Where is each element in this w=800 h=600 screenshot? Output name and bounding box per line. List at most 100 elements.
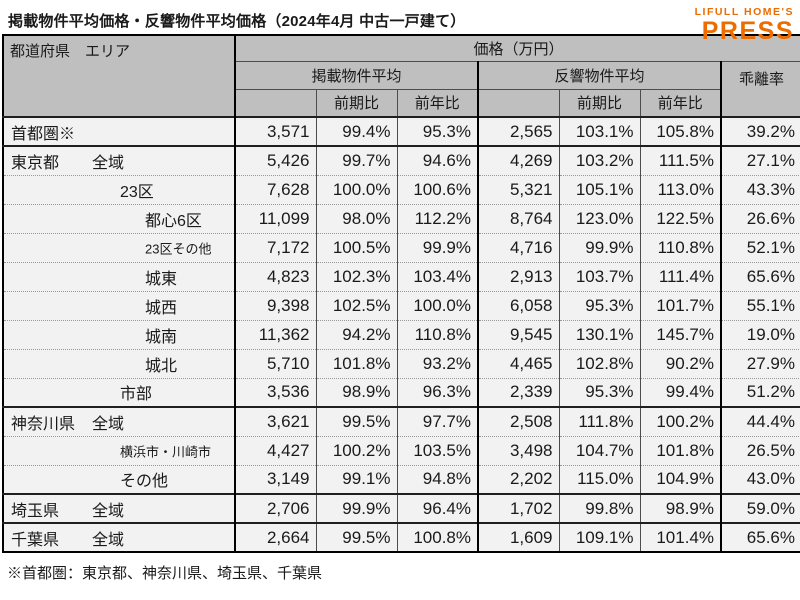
cell-listed-prev-period: 94.2%: [315, 319, 398, 349]
row-label-area: 全域: [92, 415, 125, 433]
row-label-area: 23区その他: [145, 241, 212, 256]
row-label-area: 全域: [92, 502, 125, 520]
cell-listed-price: 3,621: [234, 406, 317, 436]
cell-inquiry-price: 2,202: [477, 464, 560, 494]
cell-listed-prev-period: 99.7%: [315, 145, 398, 175]
cell-inquiry-prev-year: 111.5%: [639, 145, 722, 175]
row-label-area: その他: [120, 473, 169, 491]
cell-inquiry-prev-year: 110.8%: [639, 232, 722, 262]
cell-inquiry-prev-year: 100.2%: [639, 406, 722, 436]
cell-divergence-rate: 59.0%: [720, 493, 800, 523]
lifull-homes-press-logo: LIFULL HOME'S PRESS: [695, 7, 796, 44]
cell-inquiry-prev-period: 103.2%: [558, 145, 641, 175]
row-label: 埼玉県 全域: [2, 493, 236, 523]
cell-inquiry-price: 9,545: [477, 319, 560, 349]
cell-inquiry-prev-year: 101.8%: [639, 435, 722, 465]
cell-divergence-rate: 27.9%: [720, 348, 800, 378]
page-title: 掲載物件平均価格・反響物件平均価格（2024年4月 中古一戸建て）: [8, 13, 466, 30]
table-row: 23区 7,628 100.0% 100.6% 5,321 105.1% 113.0% 43.…: [2, 174, 800, 204]
cell-inquiry-price: 4,465: [477, 348, 560, 378]
row-label: 神奈川県 全域: [2, 406, 236, 436]
cell-inquiry-prev-year: 145.7%: [639, 319, 722, 349]
row-label: 市部: [2, 377, 236, 407]
cell-listed-prev-year: 110.8%: [396, 319, 479, 349]
cell-divergence-rate: 43.3%: [720, 174, 800, 204]
table-row: 神奈川県 全域 3,621 99.5% 97.7% 2,508 111.8% 100.2% 44…: [2, 406, 800, 436]
cell-divergence-rate: 55.1%: [720, 290, 800, 320]
cell-inquiry-price: 1,609: [477, 522, 560, 552]
cell-inquiry-price: 2,913: [477, 261, 560, 291]
cell-inquiry-prev-year: 90.2%: [639, 348, 722, 378]
cell-inquiry-prev-period: 95.3%: [558, 290, 641, 320]
cell-divergence-rate: 39.2%: [720, 116, 800, 146]
table-row: 城西 9,398 102.5% 100.0% 6,058 95.3% 101.7% 55.1%: [2, 290, 800, 320]
cell-listed-prev-period: 100.5%: [315, 232, 398, 262]
cell-inquiry-prev-period: 115.0%: [558, 464, 641, 494]
top-bar: 掲載物件平均価格・反響物件平均価格（2024年4月 中古一戸建て） LIFULL…: [0, 0, 800, 43]
cell-inquiry-prev-year: 99.4%: [639, 377, 722, 407]
row-label-area: 全域: [92, 154, 125, 172]
price-comparison-table: 都道府県 エリア 価格（万円） 掲載物件平均 反響物件平均 乖離率 前期比 前年…: [2, 34, 800, 553]
cell-listed-prev-year: 112.2%: [396, 203, 479, 233]
cell-listed-prev-period: 102.3%: [315, 261, 398, 291]
cell-divergence-rate: 27.1%: [720, 145, 800, 175]
table-row: 都心6区 11,099 98.0% 112.2% 8,764 123.0% 122.5% 26…: [2, 203, 800, 233]
cell-inquiry-prev-period: 99.8%: [558, 493, 641, 523]
cell-inquiry-prev-period: 95.3%: [558, 377, 641, 407]
row-label: 23区: [2, 174, 236, 204]
cell-inquiry-prev-period: 130.1%: [558, 319, 641, 349]
logo-text-press: PRESS: [701, 16, 794, 45]
cell-listed-prev-year: 94.6%: [396, 145, 479, 175]
cell-listed-price: 7,172: [234, 232, 317, 262]
row-label: 東京都 全域: [2, 145, 236, 175]
row-label: 横浜市・川崎市: [2, 435, 236, 465]
column-header-inquiry-prev-period: 前期比: [558, 88, 641, 118]
cell-inquiry-prev-period: 104.7%: [558, 435, 641, 465]
cell-inquiry-prev-year: 105.8%: [639, 116, 722, 146]
cell-listed-prev-year: 100.0%: [396, 290, 479, 320]
table-row: 城南 11,362 94.2% 110.8% 9,545 130.1% 145.7% 19.0…: [2, 319, 800, 349]
cell-divergence-rate: 26.6%: [720, 203, 800, 233]
cell-inquiry-price: 2,508: [477, 406, 560, 436]
cell-inquiry-price: 1,702: [477, 493, 560, 523]
cell-listed-prev-year: 99.9%: [396, 232, 479, 262]
cell-listed-prev-period: 99.4%: [315, 116, 398, 146]
column-header-listed-prev-period: 前期比: [315, 88, 398, 118]
column-header-listed-price-blank: [234, 89, 317, 118]
cell-listed-prev-year: 100.6%: [396, 174, 479, 204]
cell-inquiry-prev-period: 99.9%: [558, 232, 641, 262]
row-label: その他: [2, 464, 236, 494]
column-header-prefecture-area: 都道府県 エリア: [2, 34, 236, 118]
cell-divergence-rate: 52.1%: [720, 232, 800, 262]
cell-inquiry-price: 3,498: [477, 435, 560, 465]
cell-divergence-rate: 19.0%: [720, 319, 800, 349]
cell-listed-prev-year: 100.8%: [396, 522, 479, 552]
cell-divergence-rate: 51.2%: [720, 377, 800, 407]
cell-inquiry-prev-period: 123.0%: [558, 203, 641, 233]
column-header-price: 価格（万円）: [234, 34, 800, 62]
row-label-area: 横浜市・川崎市: [120, 444, 212, 459]
cell-inquiry-price: 6,058: [477, 290, 560, 320]
row-label: 城西: [2, 290, 236, 320]
table-row: 首都圏※ 3,571 99.4% 95.3% 2,565 103.1% 105.8% 39.2…: [2, 116, 800, 146]
table-row: 23区その他 7,172 100.5% 99.9% 4,716 99.9% 110.8% 52…: [2, 232, 800, 262]
row-label-prefecture: 埼玉県: [11, 502, 60, 520]
row-label-area: 全域: [92, 531, 125, 549]
row-label-prefecture: 神奈川県: [11, 415, 76, 433]
cell-divergence-rate: 43.0%: [720, 464, 800, 494]
column-header-listed-prev-year: 前年比: [396, 88, 479, 118]
cell-listed-price: 5,710: [234, 348, 317, 378]
cell-listed-prev-year: 93.2%: [396, 348, 479, 378]
table-row: 埼玉県 全域 2,706 99.9% 96.4% 1,702 99.8% 98.9% 59.0%: [2, 493, 800, 523]
cell-divergence-rate: 44.4%: [720, 406, 800, 436]
row-label-prefecture: 千葉県: [11, 531, 60, 549]
column-header-inquiry-prev-year: 前年比: [639, 88, 722, 118]
cell-listed-price: 9,398: [234, 290, 317, 320]
table-row: 市部 3,536 98.9% 96.3% 2,339 95.3% 99.4% 51.2%: [2, 377, 800, 407]
row-label: 千葉県 全域: [2, 522, 236, 552]
cell-listed-prev-period: 99.1%: [315, 464, 398, 494]
cell-listed-prev-period: 101.8%: [315, 348, 398, 378]
cell-inquiry-prev-year: 111.4%: [639, 261, 722, 291]
table-header: 都道府県 エリア 価格（万円） 掲載物件平均 反響物件平均 乖離率 前期比 前年…: [2, 34, 800, 118]
cell-divergence-rate: 26.5%: [720, 435, 800, 465]
